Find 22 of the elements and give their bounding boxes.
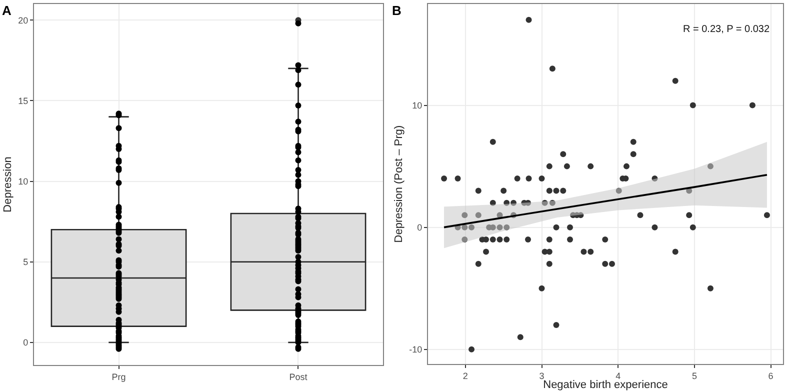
y-tick-label: 15 [18,96,28,106]
y-axis-title: Depression (Post – Prg) [392,125,405,243]
x-tick-label: 2 [462,370,468,381]
x-tick-label: 6 [768,370,774,381]
y-axis-title: Depression [2,156,14,212]
y-tick-label: 0 [23,338,28,348]
chart-title: A [2,2,12,18]
x-tick-label: Prg [112,372,126,382]
x-tick-label: Post [289,372,308,382]
y-tick-label: 5 [23,257,28,268]
y-tick-label: 10 [18,176,28,186]
line-series [443,174,768,228]
x-tick-label: 5 [692,370,697,381]
chart-title: B [392,2,402,18]
x-axis-title: Negative birth experience [543,379,668,391]
x-tick-label: 3 [539,370,544,381]
y-tick-label: 10 [412,100,422,110]
y-tick-label: -10 [409,344,422,355]
annotation: R = 0.23, P = 0.032 [683,24,770,35]
y-tick-label: 0 [417,222,422,232]
y-tick-label: 20 [18,15,28,26]
x-tick-label: 4 [616,370,621,381]
